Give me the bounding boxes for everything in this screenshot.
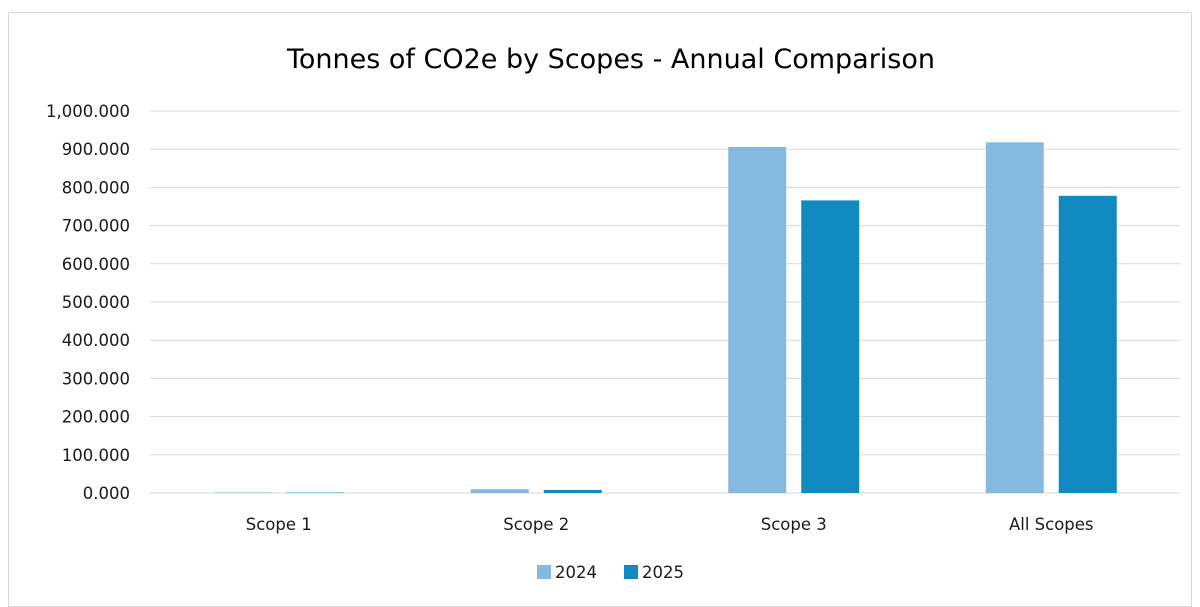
y-tick-label: 700.000 [62, 217, 130, 236]
x-category-label: All Scopes [1009, 515, 1094, 534]
legend: 2024 2025 [537, 563, 684, 582]
legend-label-2025: 2025 [642, 563, 684, 582]
bar-2024-scope-3 [728, 146, 787, 493]
bar-2024-all-scopes [985, 142, 1044, 493]
x-category-label: Scope 3 [761, 515, 827, 534]
y-tick-label: 900.000 [62, 140, 130, 159]
legend-swatch-2025 [624, 565, 638, 579]
y-tick-label: 100.000 [62, 446, 130, 465]
y-tick-label: 200.000 [62, 408, 130, 427]
x-axis-category-labels: Scope 1 Scope 2 Scope 3 All Scopes [246, 515, 1094, 534]
legend-swatch-2024 [537, 565, 551, 579]
y-tick-label: 500.000 [62, 293, 130, 312]
chart-title: Tonnes of CO2e by Scopes - Annual Compar… [286, 44, 935, 75]
x-category-label: Scope 2 [503, 515, 569, 534]
bar-2025-scope-2 [543, 489, 602, 493]
y-tick-label: 300.000 [62, 369, 130, 388]
legend-label-2024: 2024 [555, 563, 597, 582]
y-tick-label: 1,000.000 [46, 102, 130, 121]
x-category-label: Scope 1 [246, 515, 312, 534]
bar-2025-scope-3 [801, 200, 860, 493]
bar-2024-scope-2 [470, 489, 529, 493]
y-tick-label: 600.000 [62, 255, 130, 274]
y-axis-tick-labels: 0.000 100.000 200.000 300.000 400.000 500.000… [46, 102, 130, 503]
bar-2024-scope-1 [213, 492, 272, 493]
bars [213, 142, 1117, 493]
y-tick-label: 0.000 [83, 484, 130, 503]
bar-2025-all-scopes [1058, 195, 1117, 493]
y-tick-label: 400.000 [62, 331, 130, 350]
y-tick-label: 800.000 [62, 178, 130, 197]
